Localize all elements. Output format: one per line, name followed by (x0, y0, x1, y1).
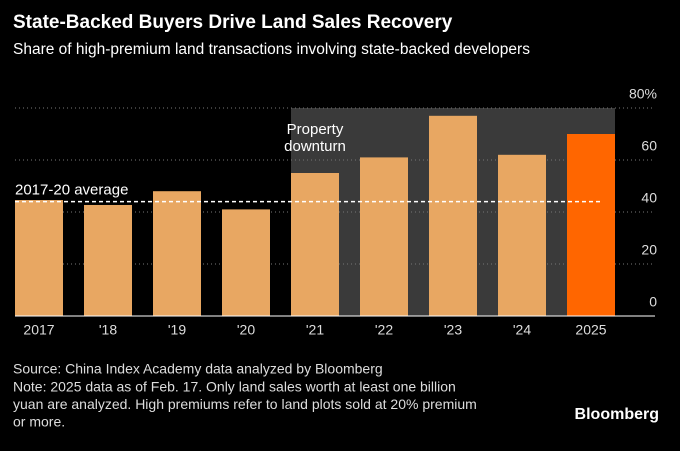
note: Note: 2025 data as of Feb. 17. Only land… (13, 379, 456, 395)
x-tick-label: '21 (306, 322, 324, 338)
y-tick-label: 0 (649, 294, 657, 310)
bar (153, 191, 201, 316)
chart-title: State-Backed Buyers Drive Land Sales Rec… (13, 12, 453, 33)
brand: Bloomberg (575, 406, 659, 423)
y-tick-label: 80% (629, 86, 657, 102)
bar (498, 154, 546, 316)
note: or more. (13, 414, 65, 430)
bar (15, 200, 63, 316)
bar (222, 209, 270, 316)
reference-label: 2017-20 average (15, 182, 128, 199)
x-tick-label: '18 (99, 322, 117, 338)
bar (567, 134, 615, 316)
note: yuan are analyzed. High premiums refer t… (13, 396, 477, 412)
chart-subtitle: Share of high-premium land transactions … (13, 41, 530, 58)
source: Source: China Index Academy data analyze… (13, 361, 383, 377)
x-tick-label: '19 (168, 322, 186, 338)
y-tick-label: 60 (641, 138, 657, 154)
x-tick-label: '20 (237, 322, 255, 338)
bar (84, 204, 132, 316)
x-tick-label: '22 (375, 322, 393, 338)
shade-label: downturn (284, 138, 346, 155)
x-tick-label: 2025 (575, 322, 606, 338)
y-tick-label: 20 (641, 242, 657, 258)
bar (360, 157, 408, 316)
x-tick-label: '23 (444, 322, 462, 338)
shade-label: Property (287, 121, 344, 138)
x-tick-label: '24 (513, 322, 531, 338)
bar (429, 115, 477, 316)
bar (291, 173, 339, 316)
y-tick-label: 40 (641, 190, 657, 206)
x-tick-label: 2017 (23, 322, 54, 338)
